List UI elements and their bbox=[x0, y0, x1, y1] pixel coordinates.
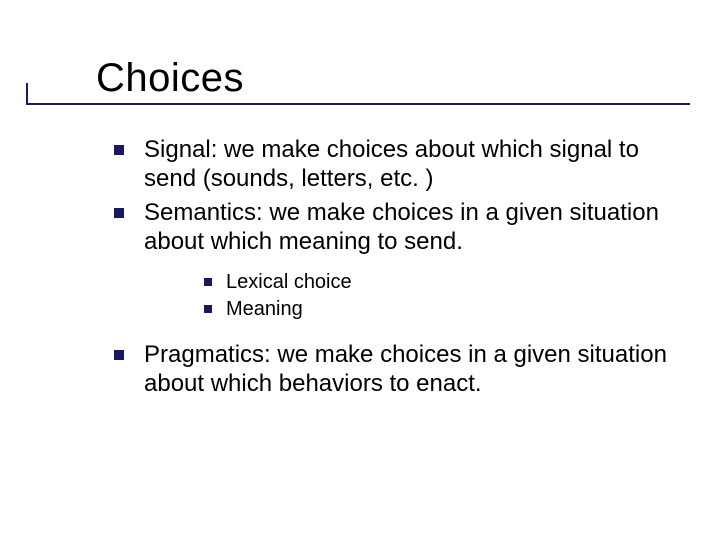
bullet-text: Semantics: we make choices in a given si… bbox=[144, 199, 659, 255]
bullet-list: Signal: we make choices about which sign… bbox=[110, 135, 680, 399]
title-underline bbox=[26, 103, 690, 105]
list-item: Signal: we make choices about which sign… bbox=[110, 135, 680, 194]
sub-bullet-list: Lexical choice Meaning bbox=[200, 270, 680, 322]
slide-title: Choices bbox=[96, 56, 680, 101]
list-item: Lexical choice bbox=[200, 270, 680, 295]
bullet-text: Pragmatics: we make choices in a given s… bbox=[144, 341, 667, 397]
slide: Choices Signal: we make choices about wh… bbox=[0, 0, 720, 540]
list-item: Semantics: we make choices in a given si… bbox=[110, 198, 680, 323]
list-item: Meaning bbox=[200, 297, 680, 322]
bullet-text: Meaning bbox=[226, 298, 303, 320]
bullet-text: Signal: we make choices about which sign… bbox=[144, 136, 639, 192]
list-item: Pragmatics: we make choices in a given s… bbox=[110, 340, 680, 399]
bullet-text: Lexical choice bbox=[226, 271, 352, 293]
title-tick bbox=[26, 83, 28, 105]
title-container: Choices bbox=[96, 56, 680, 101]
